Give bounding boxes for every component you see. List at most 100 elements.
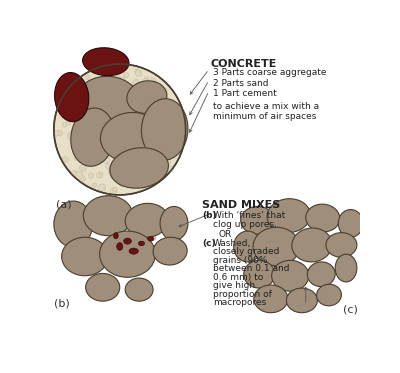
Circle shape	[122, 120, 129, 126]
Circle shape	[124, 84, 129, 89]
Circle shape	[128, 115, 131, 118]
Circle shape	[134, 129, 138, 133]
Ellipse shape	[267, 199, 310, 233]
Circle shape	[110, 171, 118, 179]
Circle shape	[90, 140, 93, 144]
Circle shape	[164, 107, 169, 113]
Circle shape	[117, 237, 121, 241]
Text: (b): (b)	[54, 298, 70, 308]
Circle shape	[137, 142, 144, 149]
Ellipse shape	[307, 262, 335, 286]
Circle shape	[120, 97, 128, 104]
Circle shape	[136, 90, 142, 97]
Circle shape	[134, 159, 140, 165]
Circle shape	[153, 143, 157, 147]
Ellipse shape	[326, 233, 357, 257]
Text: (c): (c)	[343, 305, 358, 315]
Circle shape	[174, 113, 180, 119]
Circle shape	[142, 82, 146, 87]
Ellipse shape	[54, 72, 89, 122]
Circle shape	[116, 125, 119, 128]
Circle shape	[103, 86, 110, 93]
Circle shape	[157, 154, 160, 157]
Circle shape	[115, 240, 119, 244]
Text: 2 Parts sand: 2 Parts sand	[213, 79, 268, 88]
Circle shape	[123, 119, 129, 125]
Circle shape	[103, 79, 108, 84]
Circle shape	[110, 188, 117, 194]
Circle shape	[113, 137, 116, 141]
Ellipse shape	[244, 260, 275, 288]
Circle shape	[114, 129, 119, 134]
Circle shape	[136, 127, 142, 134]
Text: (c): (c)	[202, 239, 216, 248]
Circle shape	[82, 158, 87, 164]
Circle shape	[62, 122, 67, 127]
Circle shape	[133, 161, 140, 168]
Circle shape	[152, 101, 156, 105]
Circle shape	[119, 239, 123, 243]
Circle shape	[77, 119, 82, 123]
Circle shape	[97, 133, 103, 139]
Text: macropores: macropores	[213, 298, 266, 307]
Circle shape	[120, 106, 126, 112]
Circle shape	[141, 92, 148, 98]
Circle shape	[121, 134, 125, 138]
Circle shape	[109, 123, 115, 130]
Ellipse shape	[54, 201, 93, 247]
Circle shape	[115, 65, 120, 70]
Ellipse shape	[138, 241, 144, 246]
Circle shape	[140, 160, 144, 163]
Circle shape	[104, 133, 108, 138]
Circle shape	[112, 98, 116, 103]
Circle shape	[112, 122, 116, 125]
Text: OR: OR	[219, 229, 232, 239]
Ellipse shape	[76, 76, 141, 129]
Circle shape	[139, 236, 143, 240]
Circle shape	[132, 244, 136, 249]
Circle shape	[109, 118, 114, 123]
Ellipse shape	[127, 81, 167, 113]
Circle shape	[99, 154, 105, 160]
Circle shape	[93, 100, 97, 103]
Ellipse shape	[272, 260, 309, 291]
Circle shape	[115, 131, 118, 135]
Circle shape	[130, 107, 137, 115]
Circle shape	[114, 119, 121, 126]
Ellipse shape	[142, 99, 188, 160]
Circle shape	[153, 175, 158, 180]
Text: closely graded: closely graded	[213, 247, 279, 256]
Circle shape	[114, 118, 118, 122]
Ellipse shape	[253, 227, 300, 266]
Circle shape	[148, 106, 156, 112]
Circle shape	[54, 64, 186, 195]
Circle shape	[115, 241, 118, 244]
Circle shape	[54, 131, 59, 136]
Circle shape	[122, 132, 130, 140]
Circle shape	[133, 243, 137, 248]
Circle shape	[128, 239, 131, 242]
Circle shape	[111, 232, 113, 235]
Ellipse shape	[292, 228, 332, 262]
Circle shape	[108, 123, 112, 127]
Circle shape	[114, 150, 117, 153]
Circle shape	[143, 181, 146, 184]
Circle shape	[128, 90, 135, 96]
Circle shape	[118, 144, 124, 149]
Circle shape	[67, 133, 74, 140]
Circle shape	[83, 134, 90, 140]
Circle shape	[148, 78, 156, 85]
Circle shape	[148, 90, 155, 97]
Circle shape	[123, 135, 126, 138]
Circle shape	[108, 230, 112, 233]
Ellipse shape	[100, 113, 162, 162]
Circle shape	[113, 123, 119, 129]
Ellipse shape	[125, 203, 168, 237]
Circle shape	[165, 106, 170, 111]
Circle shape	[102, 100, 107, 105]
Circle shape	[122, 136, 130, 143]
Ellipse shape	[83, 196, 133, 236]
Text: (b): (b)	[202, 211, 216, 220]
Ellipse shape	[241, 207, 275, 234]
Circle shape	[118, 125, 122, 129]
